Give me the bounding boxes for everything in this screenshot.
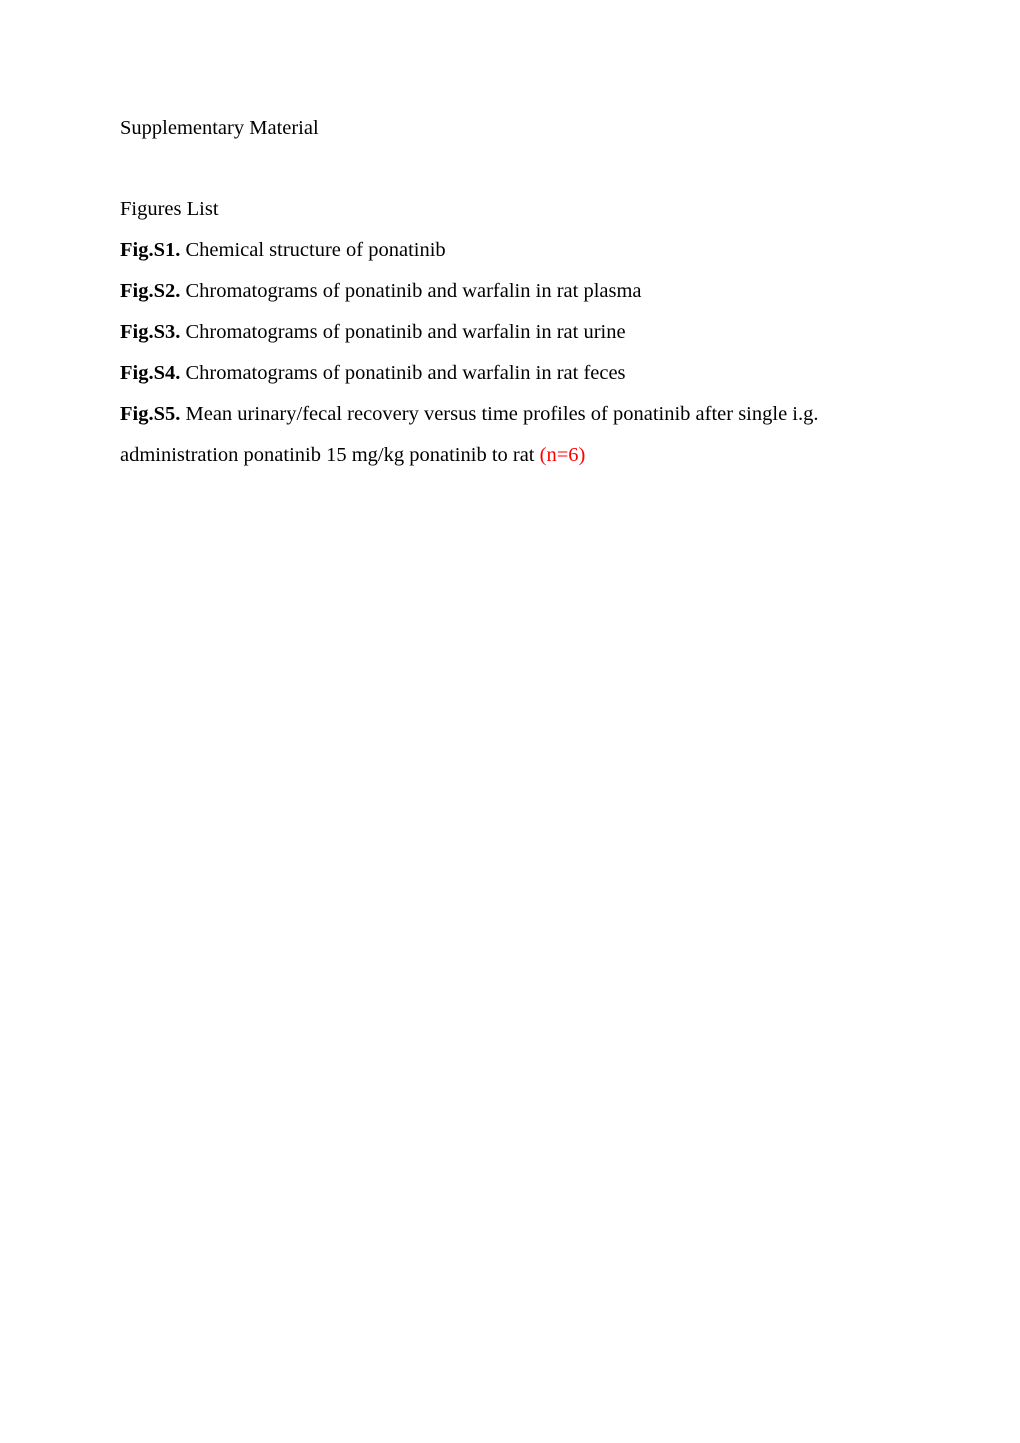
figure-text: Mean urinary/fecal recovery versus time … xyxy=(120,403,819,466)
figure-text: Chromatograms of ponatinib and warfalin … xyxy=(180,321,625,343)
supplementary-material-title: Supplementary Material xyxy=(120,108,900,149)
figure-label: Fig.S5. xyxy=(120,403,180,425)
figure-entry: Fig.S2. Chromatograms of ponatinib and w… xyxy=(120,271,900,312)
figure-text: Chromatograms of ponatinib and warfalin … xyxy=(180,280,641,302)
figure-text: Chemical structure of ponatinib xyxy=(180,239,445,261)
figure-red-suffix: (n=6) xyxy=(540,444,586,466)
figure-entry: Fig.S4. Chromatograms of ponatinib and w… xyxy=(120,353,900,394)
document-page: Supplementary Material Figures List Fig.… xyxy=(0,0,1020,1443)
figures-list-heading: Figures List xyxy=(120,189,900,230)
figure-entry: Fig.S5. Mean urinary/fecal recovery vers… xyxy=(120,394,900,476)
figure-entry: Fig.S3. Chromatograms of ponatinib and w… xyxy=(120,312,900,353)
figure-label: Fig.S2. xyxy=(120,280,180,302)
figure-entry: Fig.S1. Chemical structure of ponatinib xyxy=(120,230,900,271)
figure-label: Fig.S4. xyxy=(120,362,180,384)
figure-label: Fig.S1. xyxy=(120,239,180,261)
figure-label: Fig.S3. xyxy=(120,321,180,343)
figure-text: Chromatograms of ponatinib and warfalin … xyxy=(180,362,625,384)
